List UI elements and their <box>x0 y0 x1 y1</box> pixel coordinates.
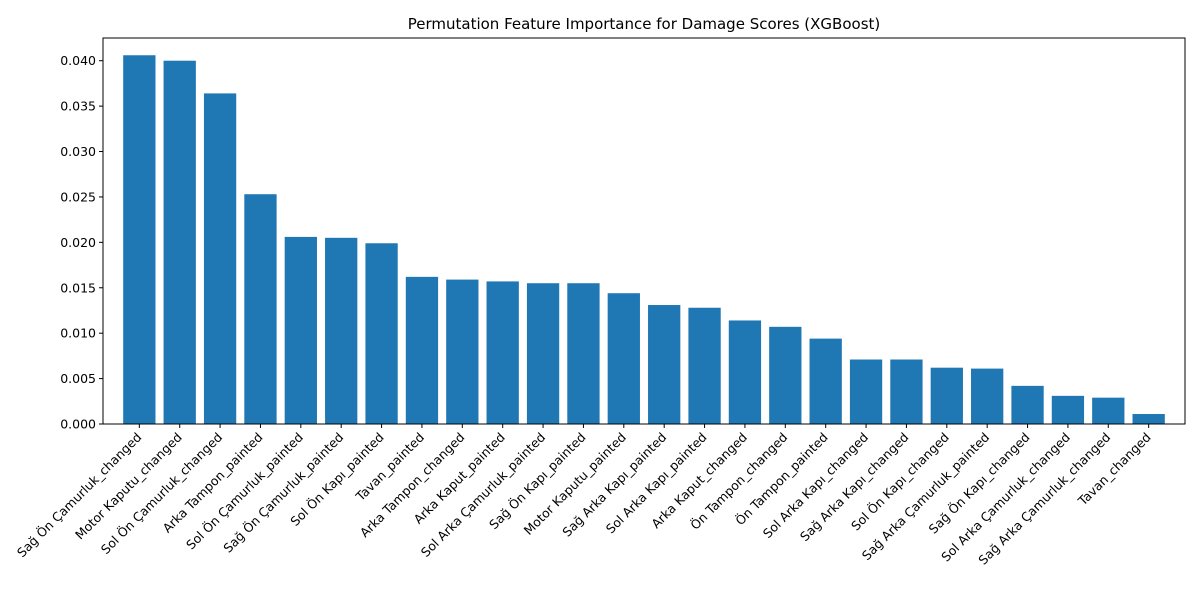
y-tick-label: 0.020 <box>60 235 96 250</box>
bar <box>688 307 721 424</box>
bar <box>486 281 519 424</box>
bar <box>809 338 842 424</box>
bars-group <box>123 55 1165 425</box>
bar <box>728 320 762 424</box>
y-axis: 0.000 0.005 0.010 0.015 0.020 0.025 0.030 0.035… <box>60 53 103 432</box>
bar <box>446 279 479 424</box>
bar <box>971 368 1004 424</box>
bar <box>1092 397 1125 424</box>
bar <box>607 293 640 424</box>
y-tick-label: 0.015 <box>60 280 96 295</box>
plot-frame <box>102 37 1186 425</box>
bar <box>325 237 358 424</box>
y-tick-label: 0.030 <box>60 144 96 159</box>
y-tick-label: 0.025 <box>60 189 96 204</box>
bar <box>849 359 883 424</box>
bar <box>163 60 196 425</box>
y-tick-label: 0.040 <box>60 53 96 68</box>
bar <box>284 236 317 424</box>
bar <box>405 276 439 424</box>
y-tick-label: 0.010 <box>60 326 96 341</box>
bar <box>123 55 156 424</box>
y-tick-label: 0.005 <box>60 371 96 386</box>
chart-title: Permutation Feature Importance for Damag… <box>408 15 881 33</box>
y-tick-label: 0.000 <box>60 417 96 432</box>
bar <box>648 305 681 424</box>
x-tick-label: Tavan_painted <box>352 430 427 505</box>
bar <box>244 194 277 424</box>
bar <box>890 359 923 424</box>
bar <box>769 326 802 424</box>
bar <box>203 93 237 425</box>
y-tick-label: 0.035 <box>60 99 96 114</box>
x-tick-label: Tavan_changed <box>1074 430 1153 509</box>
bar <box>365 243 398 424</box>
bar <box>1051 395 1085 424</box>
bar <box>526 283 560 424</box>
bar <box>930 367 963 424</box>
bar <box>567 283 600 424</box>
bar <box>1011 385 1044 424</box>
bar <box>1132 414 1165 424</box>
